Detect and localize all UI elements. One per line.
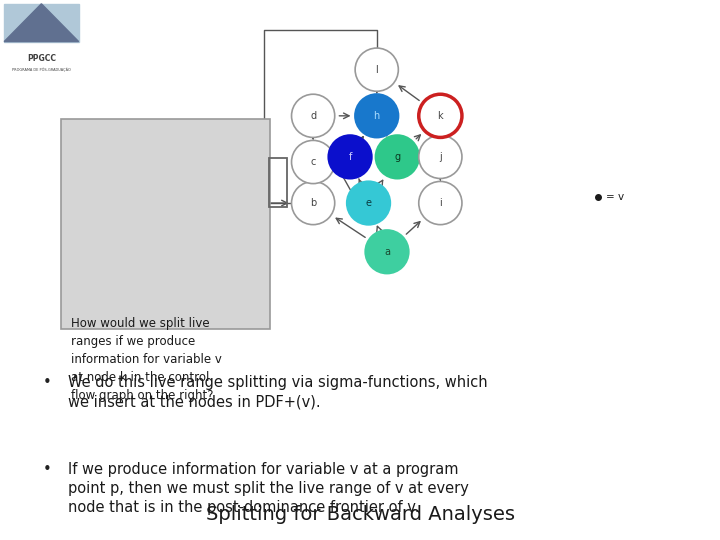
Text: f: f — [348, 152, 352, 162]
Text: j: j — [439, 152, 442, 162]
Text: •: • — [43, 375, 52, 390]
Circle shape — [355, 94, 398, 137]
Text: e: e — [366, 198, 372, 208]
Text: c: c — [310, 157, 316, 167]
Text: g: g — [394, 152, 400, 162]
Text: we insert at the nodes in PDF+(v).: we insert at the nodes in PDF+(v). — [68, 394, 321, 409]
Text: How would we split live
ranges if we produce
information for variable v
at node : How would we split live ranges if we pro… — [71, 318, 222, 402]
Bar — [269, 158, 287, 207]
Text: h: h — [374, 111, 380, 121]
Text: a: a — [384, 247, 390, 257]
Bar — [61, 119, 270, 329]
Polygon shape — [4, 4, 78, 42]
Circle shape — [419, 135, 462, 178]
Text: PROGRAMA DE PÓS-GRADUAÇÃO: PROGRAMA DE PÓS-GRADUAÇÃO — [12, 67, 71, 72]
Text: point p, then we must split the live range of v at every: point p, then we must split the live ran… — [68, 481, 469, 496]
Text: = v: = v — [606, 192, 624, 202]
Circle shape — [419, 181, 462, 225]
Text: k: k — [438, 111, 444, 121]
Circle shape — [365, 230, 409, 273]
Text: Splitting for Backward Analyses: Splitting for Backward Analyses — [205, 505, 515, 524]
Text: d: d — [310, 111, 316, 121]
Circle shape — [355, 48, 398, 91]
Circle shape — [292, 181, 335, 225]
Text: node that is in the post-dominance frontier of v.: node that is in the post-dominance front… — [68, 500, 420, 515]
Circle shape — [328, 135, 372, 178]
Bar — [4, 4, 78, 42]
Text: •: • — [43, 462, 52, 477]
Text: l: l — [375, 65, 378, 75]
Circle shape — [292, 94, 335, 137]
Circle shape — [419, 94, 462, 137]
Text: PPGCC: PPGCC — [27, 55, 56, 64]
Text: b: b — [310, 198, 316, 208]
Circle shape — [292, 140, 335, 184]
Text: We do this live range splitting via sigma-functions, which: We do this live range splitting via sigm… — [68, 375, 488, 390]
Circle shape — [376, 135, 419, 178]
Text: i: i — [439, 198, 442, 208]
Text: If we produce information for variable v at a program: If we produce information for variable v… — [68, 462, 459, 477]
Circle shape — [347, 181, 390, 225]
